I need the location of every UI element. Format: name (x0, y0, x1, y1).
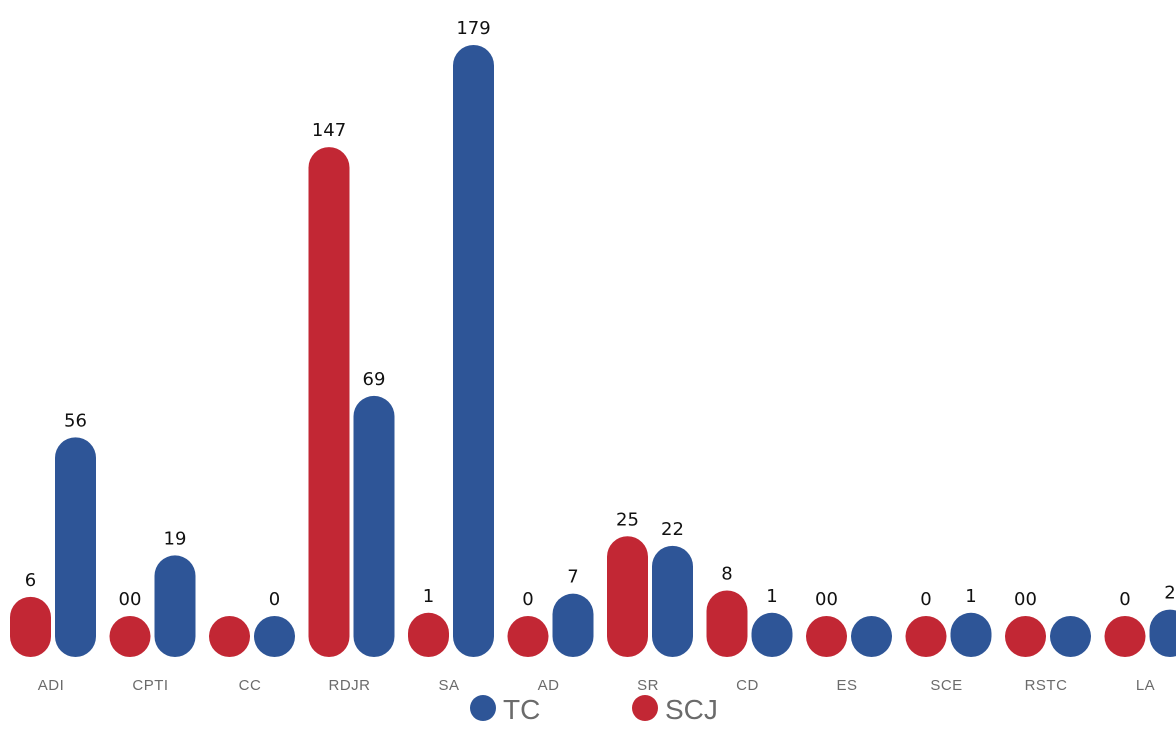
bar-scj-sr (607, 536, 648, 657)
value-label-tc-cc: 0 (269, 589, 280, 610)
value-label-scj-sr: 25 (616, 509, 639, 530)
value-label-scj-es: 00 (815, 589, 838, 610)
category-label-es: ES (836, 677, 857, 694)
bar-tc-ad (552, 593, 594, 657)
bar-scj-sce (905, 616, 947, 657)
bar-tc-la (1149, 609, 1176, 657)
category-label-cc: CC (239, 677, 262, 694)
legend: TC SCJ (470, 694, 718, 725)
value-label-tc-rdjr: 69 (363, 369, 386, 390)
category-label-adi: ADI (38, 677, 65, 694)
legend-scj-marker (632, 695, 658, 721)
bar-tc-rdjr (353, 395, 395, 657)
bars-layer (10, 45, 1176, 657)
bar-tc-cd (751, 612, 793, 657)
value-label-scj-cd: 8 (721, 563, 732, 584)
value-label-tc-ad: 7 (567, 567, 578, 588)
bar-scj-cc (209, 616, 250, 657)
bar-tc-sce (950, 612, 992, 657)
bar-scj-cpti (109, 616, 151, 657)
value-label-tc-la: 2 (1164, 583, 1175, 604)
value-label-tc-sa: 179 (456, 18, 490, 39)
category-label-rstc: RSTC (1025, 677, 1068, 694)
bar-tc-cpti (154, 555, 196, 657)
value-label-scj-adi: 6 (25, 570, 36, 591)
category-label-cd: CD (736, 677, 759, 694)
bar-scj-rdjr (308, 147, 350, 657)
legend-tc-label: TC (503, 694, 540, 725)
category-label-sce: SCE (930, 677, 962, 694)
bar-tc-sa (453, 45, 494, 657)
value-label-scj-rstc: 00 (1014, 589, 1037, 610)
legend-tc-marker (470, 695, 496, 721)
legend-scj-label: SCJ (665, 694, 718, 725)
value-label-tc-sce: 1 (965, 586, 976, 607)
value-label-scj-cpti: 00 (119, 589, 142, 610)
bar-scj-rstc (1005, 616, 1046, 657)
bar-scj-adi (10, 596, 51, 657)
value-label-scj-la: 0 (1119, 589, 1130, 610)
bar-scj-la (1104, 616, 1146, 657)
bar-scj-sa (408, 612, 449, 657)
category-label-la: LA (1136, 677, 1155, 694)
value-label-scj-sce: 0 (920, 589, 931, 610)
value-label-tc-sr: 22 (661, 519, 684, 540)
bar-tc-sr (652, 545, 693, 657)
category-label-sa: SA (438, 677, 459, 694)
value-label-tc-cpti: 19 (164, 528, 187, 549)
category-label-rdjr: RDJR (329, 677, 371, 694)
bar-tc-rstc (1050, 616, 1091, 657)
value-label-scj-rdjr: 147 (312, 120, 346, 141)
value-label-scj-sa: 1 (423, 586, 434, 607)
value-label-scj-ad: 0 (522, 589, 533, 610)
category-label-ad: AD (538, 677, 560, 694)
bar-scj-es (806, 616, 847, 657)
bar-tc-cc (254, 616, 295, 657)
category-labels-layer: ADI CPTI CC RDJR SA AD SR CD ES SCE RSTC LA (38, 677, 1155, 694)
bar-scj-cd (706, 590, 748, 657)
value-label-tc-cd: 1 (766, 586, 777, 607)
value-label-tc-adi: 56 (64, 410, 87, 431)
category-label-cpti: CPTI (132, 677, 168, 694)
category-label-sr: SR (637, 677, 659, 694)
bar-tc-es (851, 616, 892, 657)
bar-scj-ad (507, 616, 549, 657)
bar-tc-adi (55, 437, 96, 657)
